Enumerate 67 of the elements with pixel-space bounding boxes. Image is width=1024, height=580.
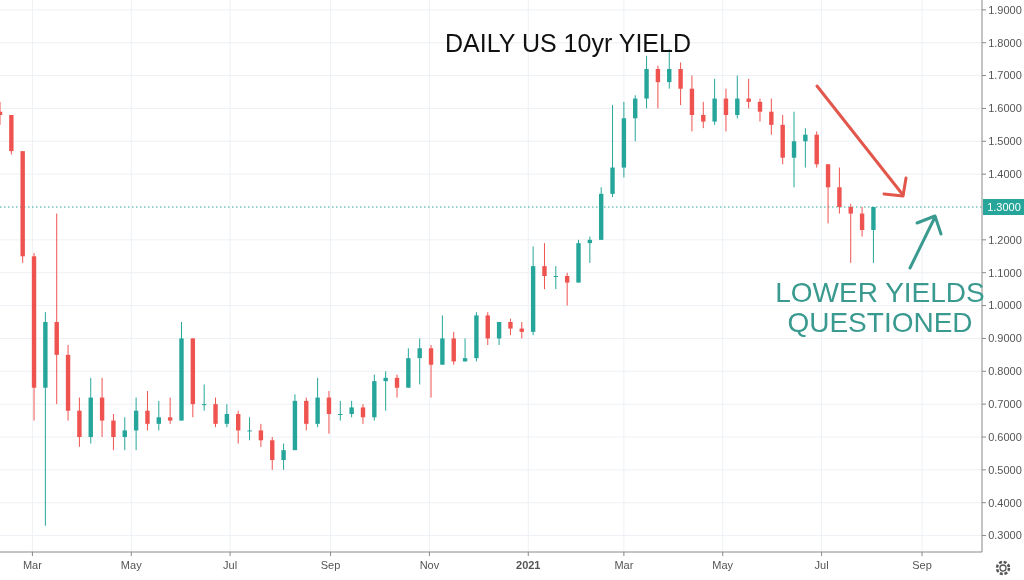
x-tick-label: Nov (419, 559, 440, 571)
candlestick (553, 265, 559, 290)
candlestick (383, 370, 388, 412)
candlestick (837, 167, 842, 215)
y-tick-label: 1.9000 (988, 3, 1022, 16)
candlestick (99, 377, 105, 438)
candlestick (258, 423, 264, 448)
candlestick (803, 127, 808, 169)
y-tick-label: 0.4000 (988, 496, 1022, 509)
y-tick-label: 1.0000 (988, 299, 1022, 312)
candlestick (428, 344, 434, 399)
candlestick (451, 331, 456, 366)
candlestick (678, 61, 683, 106)
y-tick-label: 1.6000 (988, 102, 1022, 115)
candlestick (746, 78, 751, 109)
candlestick (485, 311, 490, 346)
x-tick-label: Jul (814, 559, 829, 571)
y-tick-label: 1.5000 (988, 135, 1022, 148)
candlestick (270, 436, 275, 471)
y-tick-label: 1.2000 (988, 233, 1022, 246)
candlestick (145, 390, 150, 431)
candlestick (712, 78, 717, 126)
y-tick-label: 1.1000 (988, 266, 1022, 279)
candlestick (542, 242, 547, 290)
candlestick (156, 400, 162, 431)
candlestick (757, 98, 763, 123)
y-tick-label: 1.7000 (988, 69, 1022, 82)
candlestick (281, 443, 286, 471)
candlestick (224, 403, 230, 428)
candlestick (122, 416, 127, 451)
x-tick-label: Jul (223, 559, 238, 571)
x-tick-label: May (120, 559, 143, 571)
candlestick (701, 101, 706, 129)
candlestick (848, 203, 853, 264)
text: DAILY US 10yr YIELD (445, 29, 691, 57)
y-tick-label: 0.8000 (988, 365, 1022, 378)
x-tick-label: 2021 (516, 559, 541, 571)
annotation: LOWER YIELDS QUESTIONED (775, 277, 985, 338)
candlestick (247, 416, 252, 441)
x-tick-label: Mar (614, 559, 634, 571)
y-tick-label: 0.7000 (988, 397, 1022, 410)
candlestick (417, 337, 422, 385)
x-tick-label: May (712, 559, 734, 571)
candlestick (304, 397, 309, 431)
y-tick-label: 1.4000 (988, 167, 1022, 180)
candlestick (213, 397, 218, 428)
x-tick-label: Sep (320, 559, 341, 571)
y-tick-label: 0.9000 (988, 332, 1022, 345)
x-tick-label: Sep (912, 559, 932, 571)
candlestick (111, 413, 116, 451)
y-tick-label: 0.5000 (988, 463, 1022, 476)
candlestick (825, 163, 831, 224)
x-tick-label: Mar (22, 559, 43, 571)
ref-line-label: 1.3000 (987, 200, 1021, 213)
candlestick (735, 75, 740, 119)
candlestick (338, 400, 343, 422)
candlestick (201, 383, 207, 412)
candlestick (564, 272, 570, 307)
candlestick (769, 98, 774, 136)
y-tick-label: 0.6000 (988, 430, 1022, 443)
candlestick (791, 111, 797, 188)
candlestick (394, 374, 400, 399)
candlestick (655, 65, 661, 109)
candlestick (167, 397, 173, 425)
candlestick (360, 403, 366, 425)
y-tick-label: 0.3000 (988, 529, 1022, 542)
y-tick-label: 1.8000 (988, 36, 1022, 49)
